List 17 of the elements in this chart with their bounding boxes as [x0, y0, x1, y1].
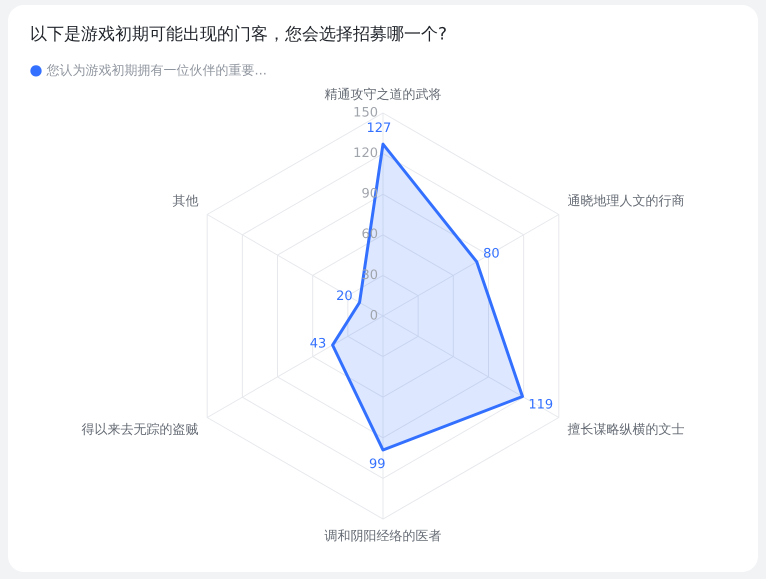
data-label: 99 — [368, 456, 386, 472]
spoke-label: 其他 — [172, 194, 199, 210]
data-label: 43 — [310, 336, 326, 352]
spoke-label: 精通攻守之道的武将 — [324, 88, 442, 103]
spoke-label: 调和阴阳经络的医者 — [324, 529, 442, 544]
y-tick-label: 0 — [370, 308, 378, 324]
data-label: 80 — [483, 246, 500, 262]
spoke-label: 得以来去无踪的盗贼 — [82, 422, 199, 438]
y-tick-label: 120 — [353, 146, 378, 161]
spoke-label: 擅长谋略纵横的文士 — [567, 422, 684, 438]
legend-label: 您认为游戏初期拥有一位伙伴的重要... — [46, 63, 267, 78]
data-label: 119 — [528, 397, 554, 412]
chart-title: 以下是游戏初期可能出现的门客，您会选择招募哪一个? — [30, 24, 448, 45]
spoke-label: 通晓地理人文的行商 — [567, 194, 684, 210]
data-label: 127 — [366, 121, 392, 136]
data-label: 20 — [336, 289, 353, 304]
y-tick-label: 150 — [353, 105, 378, 120]
